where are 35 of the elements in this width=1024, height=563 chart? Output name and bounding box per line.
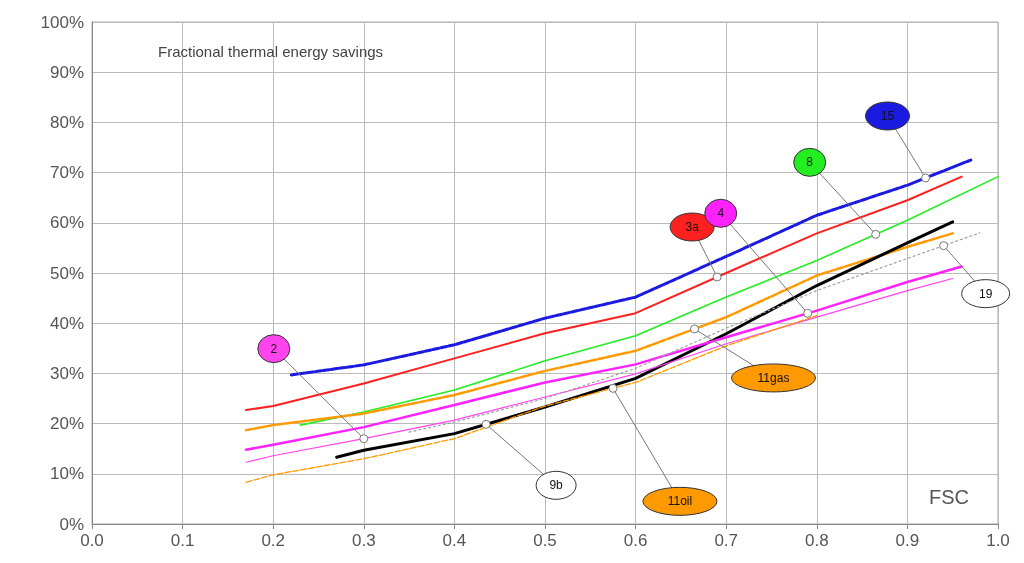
x-tick-label: 0.0 xyxy=(80,531,104,550)
line-series xyxy=(244,232,954,432)
y-tick-label: 40% xyxy=(49,313,84,333)
y-tick-label: 30% xyxy=(49,363,84,383)
line-series xyxy=(245,175,963,412)
line-series xyxy=(299,175,999,426)
x-tick-label: 0.8 xyxy=(804,531,829,550)
y-tick-label: 80% xyxy=(49,112,84,132)
y-tick-label: 90% xyxy=(49,62,84,82)
y-tick-label: 100% xyxy=(40,12,84,32)
x-tick-label: 0.1 xyxy=(170,531,195,550)
callout: 2 xyxy=(257,334,369,444)
y-tick-label: 20% xyxy=(49,414,84,434)
x-tick-label: 0.9 xyxy=(895,531,920,550)
line-series xyxy=(408,232,981,433)
callout: 9b xyxy=(481,419,577,500)
x-tick-label: 0.4 xyxy=(442,531,467,550)
callout: 11oil xyxy=(608,383,718,516)
x-tick-label: 0.6 xyxy=(623,531,648,550)
x-tick-label: 0.3 xyxy=(351,531,376,550)
x-tick-label: 1.0 xyxy=(986,531,1010,550)
x-axis-title: FSC xyxy=(929,486,969,508)
x-tick-label: 0.7 xyxy=(714,531,739,550)
callout: 8 xyxy=(793,147,881,239)
y-tick-label: 60% xyxy=(49,213,84,233)
x-tick-label: 0.2 xyxy=(261,531,286,550)
x-tick-label: 0.5 xyxy=(533,531,557,550)
y-tick-label: 10% xyxy=(49,464,84,484)
text: Fractional thermal energy savings xyxy=(158,43,384,60)
callout: 19 xyxy=(939,241,1011,309)
callout: 11gas xyxy=(690,324,816,393)
y-tick-label: 0% xyxy=(59,514,84,534)
y-tick-label: 70% xyxy=(49,163,84,183)
y-tick-label: 50% xyxy=(49,263,84,283)
callout: 15 xyxy=(865,101,930,183)
